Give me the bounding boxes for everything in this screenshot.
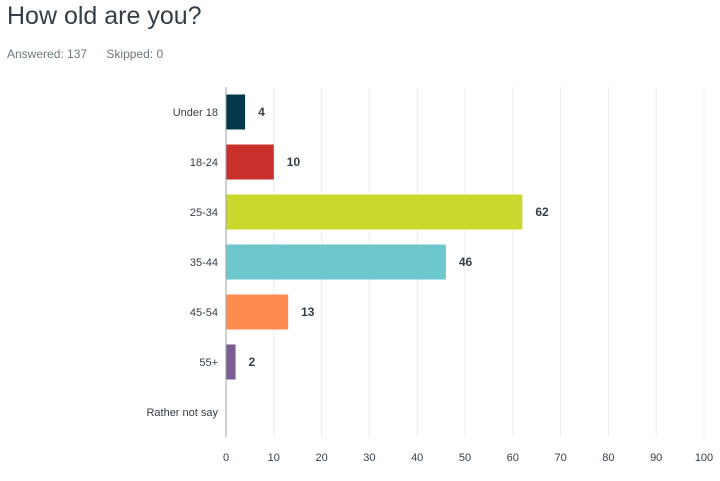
value-label: 4 bbox=[258, 105, 265, 119]
bar-35-44 bbox=[226, 244, 446, 280]
answered-count: Answered: 137 bbox=[7, 47, 88, 61]
value-label: 2 bbox=[249, 355, 256, 369]
category-label: 18-24 bbox=[190, 157, 218, 169]
x-tick-label: 70 bbox=[554, 452, 566, 464]
category-label: 35-44 bbox=[190, 257, 218, 269]
bar-25-34 bbox=[226, 194, 523, 230]
response-summary: Answered: 137 Skipped: 0 bbox=[7, 47, 179, 61]
x-tick-label: 20 bbox=[315, 452, 327, 464]
bar-18-24 bbox=[226, 144, 274, 180]
category-label: Under 18 bbox=[173, 107, 218, 119]
x-tick-label: 30 bbox=[363, 452, 375, 464]
value-label: 62 bbox=[535, 205, 549, 219]
value-label: 10 bbox=[287, 155, 301, 169]
bar-45-54 bbox=[226, 294, 289, 330]
value-label: 13 bbox=[301, 305, 315, 319]
x-tick-label: 40 bbox=[411, 452, 423, 464]
chart-bars bbox=[226, 94, 523, 380]
x-tick-label: 60 bbox=[507, 452, 519, 464]
skipped-count: Skipped: 0 bbox=[106, 47, 164, 61]
bar-under-18 bbox=[226, 94, 246, 130]
x-tick-label: 0 bbox=[223, 452, 229, 464]
x-tick-label: 10 bbox=[268, 452, 280, 464]
category-label: 45-54 bbox=[190, 307, 218, 319]
x-tick-labels: 0 10 20 30 40 50 60 70 80 90 100 bbox=[223, 452, 713, 464]
category-label: 55+ bbox=[199, 357, 218, 369]
x-tick-label: 100 bbox=[695, 452, 713, 464]
category-label: Rather not say bbox=[146, 407, 218, 419]
value-label: 46 bbox=[459, 255, 473, 269]
bar-55- bbox=[226, 344, 236, 380]
category-labels: Under 18 18-24 25-34 35-44 45-54 55+ Rather no… bbox=[146, 107, 218, 419]
x-tick-label: 50 bbox=[459, 452, 471, 464]
value-labels: 4 10 62 46 13 2 bbox=[249, 105, 549, 369]
x-tick-label: 90 bbox=[650, 452, 662, 464]
x-tick-label: 80 bbox=[602, 452, 614, 464]
page-title: How old are you? bbox=[7, 2, 202, 30]
category-label: 25-34 bbox=[190, 207, 218, 219]
